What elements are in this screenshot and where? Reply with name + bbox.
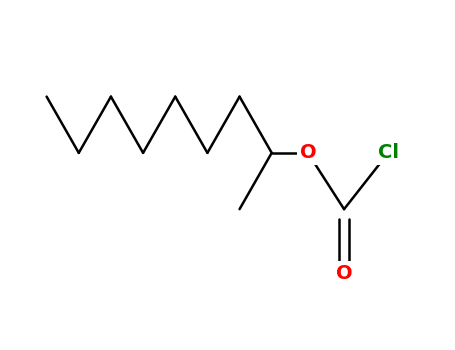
Text: O: O: [299, 144, 316, 162]
Text: Cl: Cl: [378, 144, 399, 162]
Text: O: O: [336, 264, 352, 283]
